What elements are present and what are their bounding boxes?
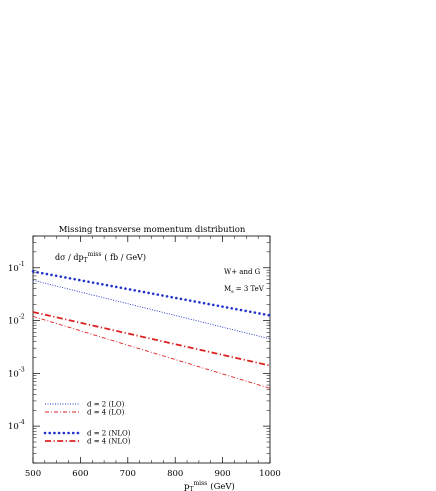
legend-label-1: d = 2 (LO) — [87, 401, 125, 409]
legend-label-3: d = 2 (NLO) — [87, 430, 131, 438]
legend: d = 2 (LO)d = 4 (LO) d = 2 (NLO)d = 4 (NL… — [43, 401, 131, 446]
y-tick-label: 10-2 — [8, 314, 25, 327]
y-axis-label: dσ / dpTmiss( fb / GeV) — [55, 251, 146, 264]
annotation-line-1: W+ and G — [224, 268, 261, 276]
y-tick-label: 10-4 — [8, 419, 25, 432]
x-tick-label: 800 — [167, 469, 183, 479]
x-tick-label: 1000 — [259, 469, 281, 479]
series-line-1 — [32, 279, 271, 340]
x-tick-label: 600 — [72, 469, 88, 479]
y-axis: 10-1 10-2 10-3 10-4 — [8, 235, 270, 464]
x-tick-label: 500 — [25, 469, 41, 479]
annotation-line-2: Ms = 3 TeV — [224, 285, 265, 295]
y-tick-label: 10-3 — [8, 366, 25, 379]
legend-label-4: d = 4 (NLO) — [87, 438, 131, 446]
series-line-4 — [32, 311, 271, 367]
series-layer — [31, 270, 272, 389]
x-tick-label: 900 — [214, 469, 230, 479]
series-line-2 — [32, 315, 271, 389]
x-axis-label: pTmiss (GeV) — [184, 480, 235, 491]
legend-label-2: d = 4 (LO) — [87, 409, 125, 417]
chart-title: Missing transverse momentum distribution — [59, 225, 246, 235]
series-line-3 — [31, 270, 272, 317]
x-axis: 500 600 700 800 900 1000 — [25, 236, 281, 479]
x-tick-label: 700 — [120, 469, 136, 479]
y-tick-label: 10-1 — [8, 261, 25, 274]
